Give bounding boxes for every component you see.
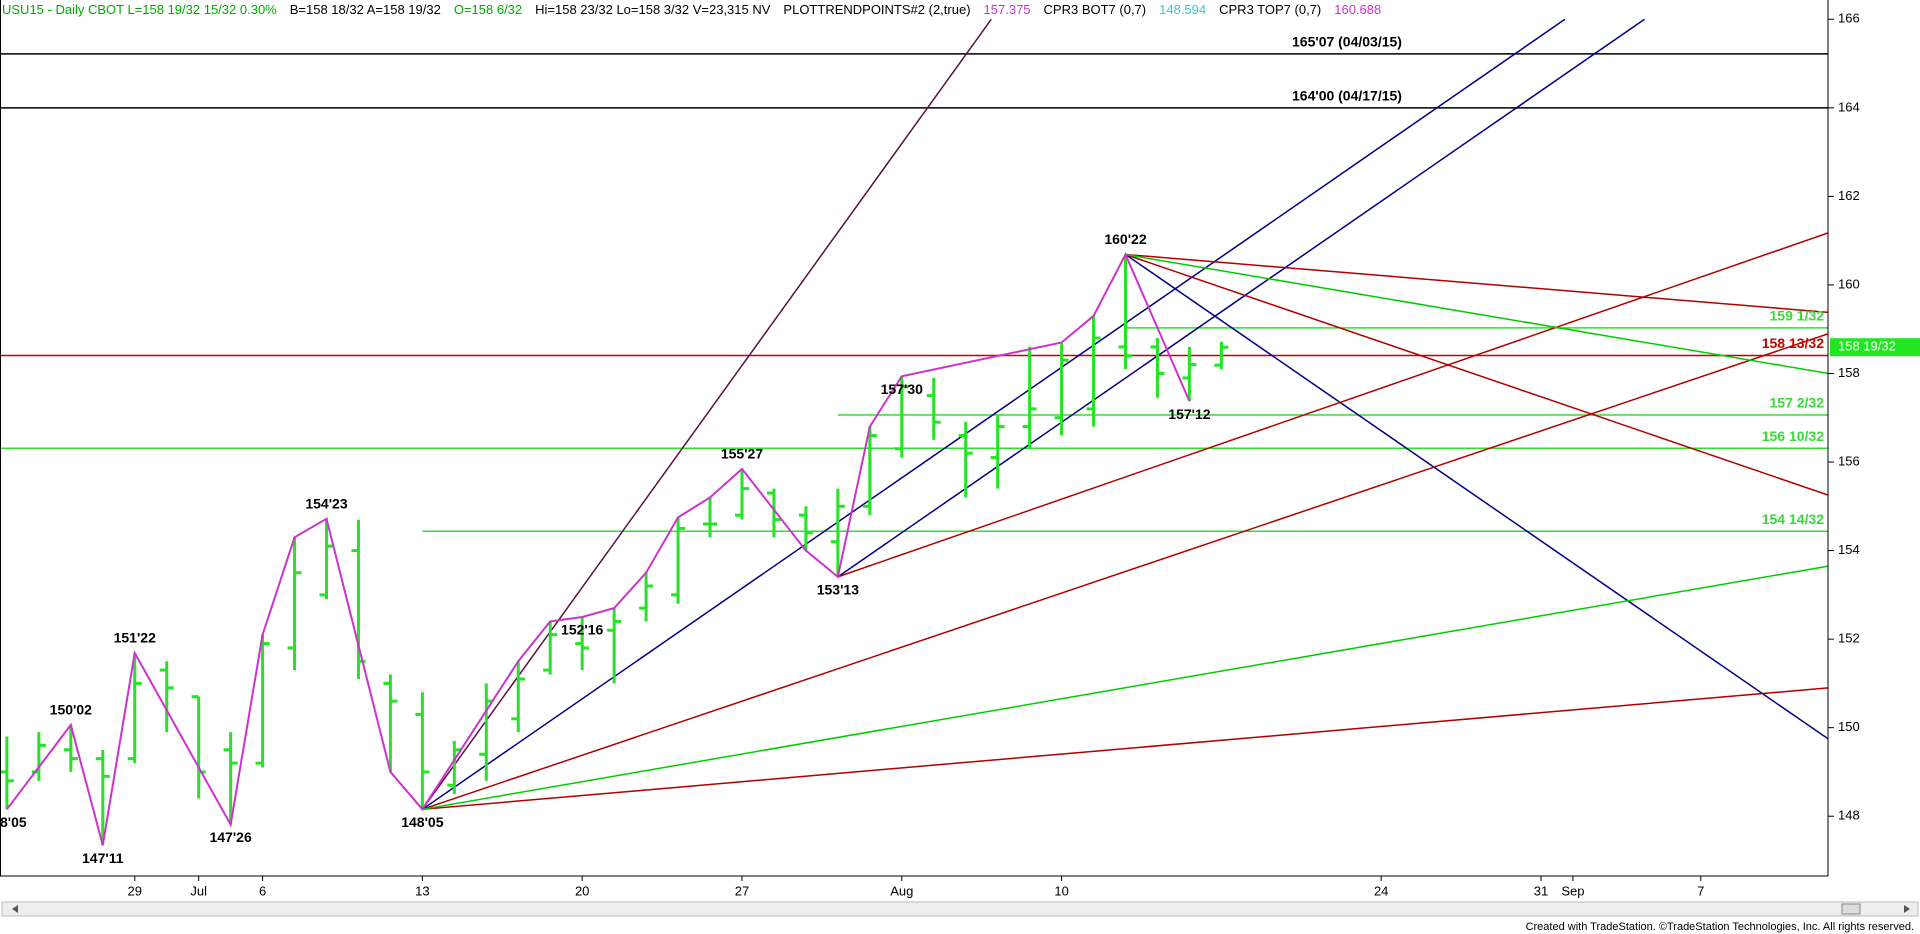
level-label: 157 2/32 bbox=[1770, 395, 1825, 411]
header: USU15 - Daily CBOT L=158 19/32 15/32 0.3… bbox=[2, 2, 1382, 17]
trendline bbox=[1125, 253, 1828, 740]
plot-area bbox=[0, 18, 1828, 846]
y-tick-label: 160 bbox=[1838, 276, 1860, 291]
pivot-label: 154'23 bbox=[305, 495, 347, 511]
level-label: 158 13/32 bbox=[1762, 335, 1824, 351]
trendline bbox=[837, 232, 1828, 578]
pivot-label: 155'27 bbox=[721, 446, 763, 462]
x-tick-label: Sep bbox=[1561, 883, 1584, 898]
level-label: 164'00 (04/17/15) bbox=[1292, 88, 1402, 104]
x-tick-label: 20 bbox=[575, 883, 589, 898]
trendline bbox=[837, 18, 1645, 578]
x-tick-label: Jul bbox=[190, 883, 207, 898]
y-tick-label: 156 bbox=[1838, 453, 1860, 468]
level-label: 165'07 (04/03/15) bbox=[1292, 34, 1402, 50]
header-item: CPR3 BOT7 (0,7) bbox=[1043, 2, 1147, 17]
pivot-label: 147'26 bbox=[209, 829, 251, 845]
pivot-label: 8'05 bbox=[0, 814, 27, 830]
header-item: USU15 - Daily CBOT L=158 19/32 15/32 0.3… bbox=[2, 2, 277, 17]
last-price-box bbox=[1830, 338, 1920, 357]
header-item: B=158 18/32 A=158 19/32 bbox=[289, 2, 441, 17]
y-tick-label: 166 bbox=[1838, 11, 1860, 26]
scroll-left[interactable] bbox=[12, 905, 18, 913]
level-label: 159 1/32 bbox=[1770, 308, 1825, 324]
pivot-label: 150'02 bbox=[50, 702, 92, 718]
y-tick-label: 154 bbox=[1838, 542, 1860, 557]
header-item: 160.688 bbox=[1334, 2, 1382, 17]
last-price-label: 158 19/32 bbox=[1838, 339, 1896, 354]
x-tick-label: 10 bbox=[1054, 883, 1068, 898]
pivot-label: 153'13 bbox=[817, 582, 859, 598]
pivot-label: 151'22 bbox=[114, 630, 156, 646]
trendline bbox=[422, 333, 1828, 811]
header-item: Hi=158 23/32 Lo=158 3/32 V=23,315 NV bbox=[535, 2, 771, 17]
x-tick-label: 31 bbox=[1534, 883, 1548, 898]
pivot-label: 148'05 bbox=[401, 814, 443, 830]
x-tick-label: 7 bbox=[1697, 883, 1704, 898]
pivot-label: 157'12 bbox=[1168, 406, 1210, 422]
x-tick-label: 29 bbox=[128, 883, 142, 898]
y-tick-label: 148 bbox=[1838, 808, 1860, 823]
trendline bbox=[1125, 253, 1828, 375]
x-tick-label: 27 bbox=[735, 883, 749, 898]
pivot-label: 147'11 bbox=[82, 850, 124, 866]
pivot-label: 152'16 bbox=[561, 622, 603, 638]
scrollbar bbox=[1, 901, 1919, 917]
trendline bbox=[1125, 253, 1828, 314]
y-tick-label: 152 bbox=[1838, 631, 1860, 646]
scroll-track bbox=[1, 901, 1919, 917]
header-item: 148.594 bbox=[1159, 2, 1207, 17]
footer: Created with TradeStation. ©TradeStation… bbox=[1526, 921, 1914, 933]
y-tick-label: 164 bbox=[1838, 99, 1860, 114]
pivot-label: 157'30 bbox=[881, 381, 923, 397]
trendline bbox=[422, 565, 1828, 811]
header-item: 157.375 bbox=[983, 2, 1031, 17]
pivot-label: 160'22 bbox=[1104, 231, 1146, 247]
x-tick-label: 6 bbox=[259, 883, 266, 898]
level-label: 156 10/32 bbox=[1762, 428, 1824, 444]
x-tick-label: 24 bbox=[1374, 883, 1388, 898]
x-tick-label: 13 bbox=[415, 883, 429, 898]
header-item: O=158 6/32 bbox=[453, 2, 523, 17]
scroll-right[interactable] bbox=[1904, 905, 1910, 913]
x-tick-label: Aug bbox=[890, 883, 913, 898]
scroll-thumb[interactable] bbox=[1841, 903, 1861, 915]
header-item: CPR3 TOP7 (0,7) bbox=[1219, 2, 1322, 17]
trendline bbox=[1125, 253, 1828, 496]
y-tick-label: 162 bbox=[1838, 188, 1860, 203]
y-tick-label: 150 bbox=[1838, 719, 1860, 734]
header-item: PLOTTRENDPOINTS#2 (2,true) bbox=[783, 2, 971, 17]
y-tick-label: 158 bbox=[1838, 365, 1860, 380]
swing-line bbox=[6, 252, 1191, 846]
trendline bbox=[422, 687, 1828, 811]
level-label: 154 14/32 bbox=[1762, 511, 1824, 527]
